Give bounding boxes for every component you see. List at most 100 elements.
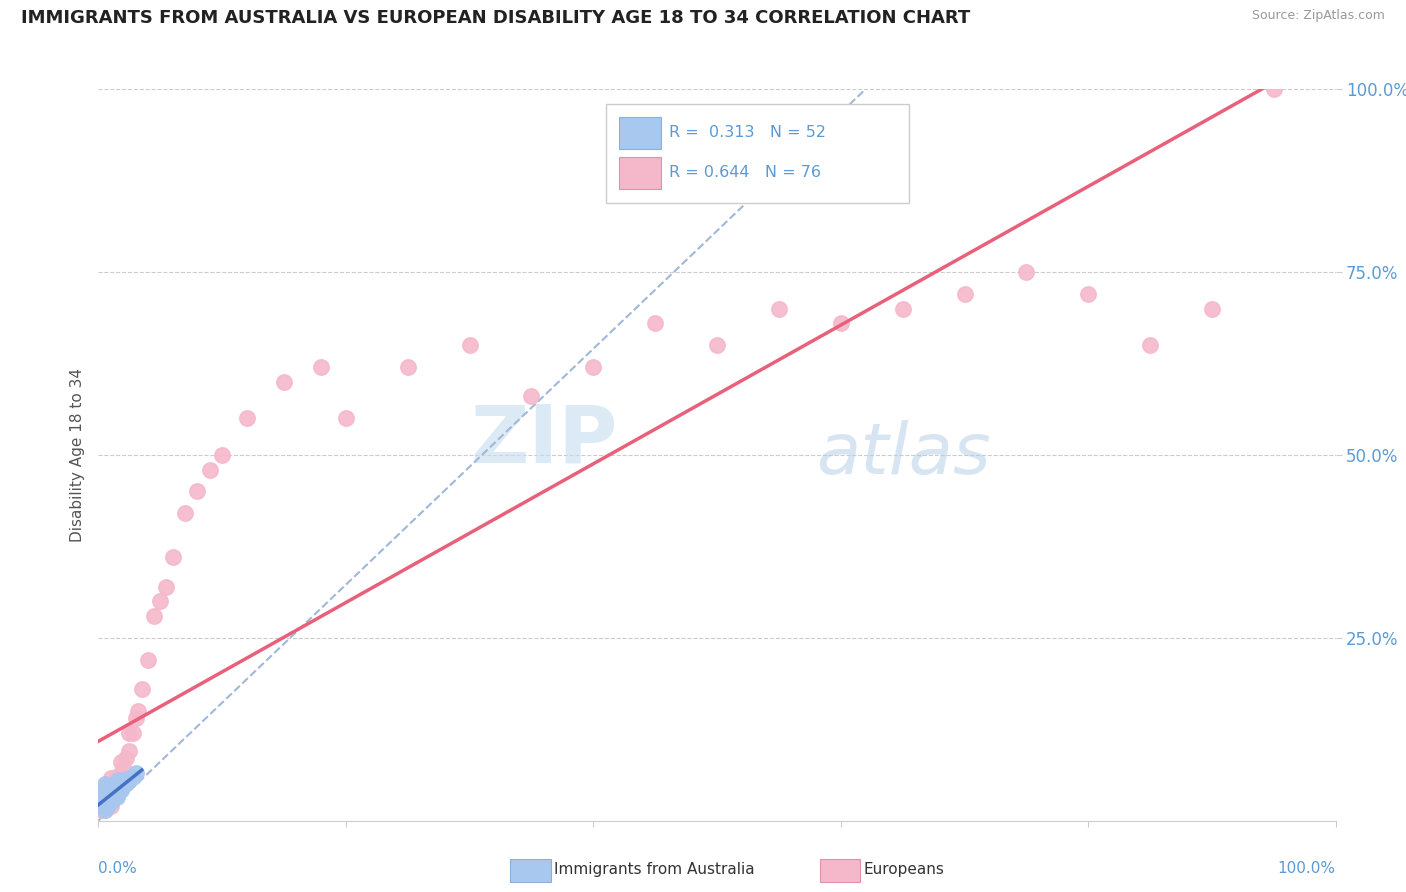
Point bbox=[136, 653, 159, 667]
Point bbox=[118, 744, 141, 758]
Point bbox=[111, 771, 134, 785]
Point bbox=[97, 788, 120, 802]
Point bbox=[118, 771, 141, 785]
Point bbox=[100, 791, 122, 805]
Point bbox=[94, 780, 117, 795]
Text: Immigrants from Australia: Immigrants from Australia bbox=[554, 863, 755, 877]
Point bbox=[91, 793, 114, 807]
Point bbox=[96, 784, 118, 798]
Y-axis label: Disability Age 18 to 34: Disability Age 18 to 34 bbox=[69, 368, 84, 542]
Point bbox=[149, 594, 172, 608]
Point bbox=[124, 766, 146, 780]
Text: Source: ZipAtlas.com: Source: ZipAtlas.com bbox=[1251, 9, 1385, 22]
Point bbox=[98, 796, 121, 810]
Text: atlas: atlas bbox=[815, 420, 991, 490]
Point bbox=[1139, 338, 1161, 352]
Point bbox=[98, 791, 121, 805]
Point bbox=[97, 793, 120, 807]
Text: 0.0%: 0.0% bbox=[98, 861, 138, 876]
Point bbox=[93, 786, 115, 800]
Point bbox=[96, 790, 118, 805]
Point bbox=[100, 796, 122, 810]
Point bbox=[101, 786, 124, 800]
Point bbox=[93, 799, 115, 814]
Point bbox=[335, 411, 357, 425]
Point bbox=[98, 784, 121, 798]
Point bbox=[211, 448, 233, 462]
Point bbox=[96, 793, 118, 807]
Point bbox=[107, 773, 129, 788]
Point bbox=[105, 790, 128, 805]
Point bbox=[103, 791, 125, 805]
Point bbox=[108, 768, 131, 782]
Point bbox=[93, 803, 115, 817]
Point bbox=[93, 796, 115, 810]
Point bbox=[124, 711, 146, 725]
Point bbox=[93, 793, 115, 807]
Point bbox=[1015, 265, 1038, 279]
Point bbox=[396, 360, 419, 375]
Point bbox=[94, 793, 117, 807]
Point bbox=[100, 779, 122, 793]
Point bbox=[93, 793, 115, 807]
Point bbox=[107, 784, 129, 798]
Point bbox=[101, 793, 124, 807]
Point bbox=[93, 780, 115, 795]
Point bbox=[97, 779, 120, 793]
Point bbox=[122, 726, 145, 740]
Point bbox=[96, 790, 118, 805]
Point bbox=[94, 780, 117, 795]
FancyBboxPatch shape bbox=[606, 103, 908, 202]
Point bbox=[520, 389, 543, 403]
Point bbox=[97, 788, 120, 802]
Point bbox=[90, 796, 112, 810]
Point bbox=[111, 779, 134, 793]
Point bbox=[93, 797, 115, 812]
Point bbox=[100, 786, 122, 800]
Point bbox=[101, 786, 124, 800]
Point bbox=[112, 761, 135, 775]
Text: ZIP: ZIP bbox=[471, 401, 619, 479]
Point bbox=[93, 788, 115, 802]
Point bbox=[100, 799, 122, 814]
Point bbox=[93, 791, 115, 805]
Point bbox=[110, 783, 132, 797]
Point bbox=[118, 726, 141, 740]
Point bbox=[644, 316, 666, 330]
Point bbox=[830, 316, 852, 330]
Point bbox=[174, 507, 197, 521]
Point bbox=[97, 797, 120, 812]
Point bbox=[112, 779, 135, 793]
Text: R = 0.644   N = 76: R = 0.644 N = 76 bbox=[669, 165, 821, 180]
Point bbox=[96, 799, 118, 814]
Point bbox=[98, 796, 121, 810]
Point bbox=[112, 773, 135, 788]
Point bbox=[105, 780, 128, 795]
Point bbox=[91, 786, 114, 800]
Point bbox=[1201, 301, 1223, 316]
Point bbox=[93, 779, 115, 793]
Point bbox=[93, 777, 115, 791]
FancyBboxPatch shape bbox=[619, 157, 661, 189]
Point bbox=[96, 799, 118, 814]
Point bbox=[94, 788, 117, 802]
Point bbox=[103, 786, 125, 800]
Point bbox=[103, 791, 125, 805]
FancyBboxPatch shape bbox=[619, 117, 661, 149]
Point bbox=[706, 338, 728, 352]
Point bbox=[458, 338, 481, 352]
Point bbox=[114, 775, 136, 789]
Point bbox=[100, 771, 122, 785]
Point bbox=[93, 784, 115, 798]
Point bbox=[91, 796, 114, 810]
Point bbox=[105, 786, 128, 800]
Point bbox=[1263, 82, 1285, 96]
Point bbox=[96, 783, 118, 797]
Point bbox=[97, 796, 120, 810]
Point bbox=[94, 796, 117, 810]
Point bbox=[100, 784, 122, 798]
Point bbox=[127, 704, 149, 718]
Point bbox=[582, 360, 605, 375]
Point bbox=[93, 797, 115, 812]
Point bbox=[100, 790, 122, 805]
